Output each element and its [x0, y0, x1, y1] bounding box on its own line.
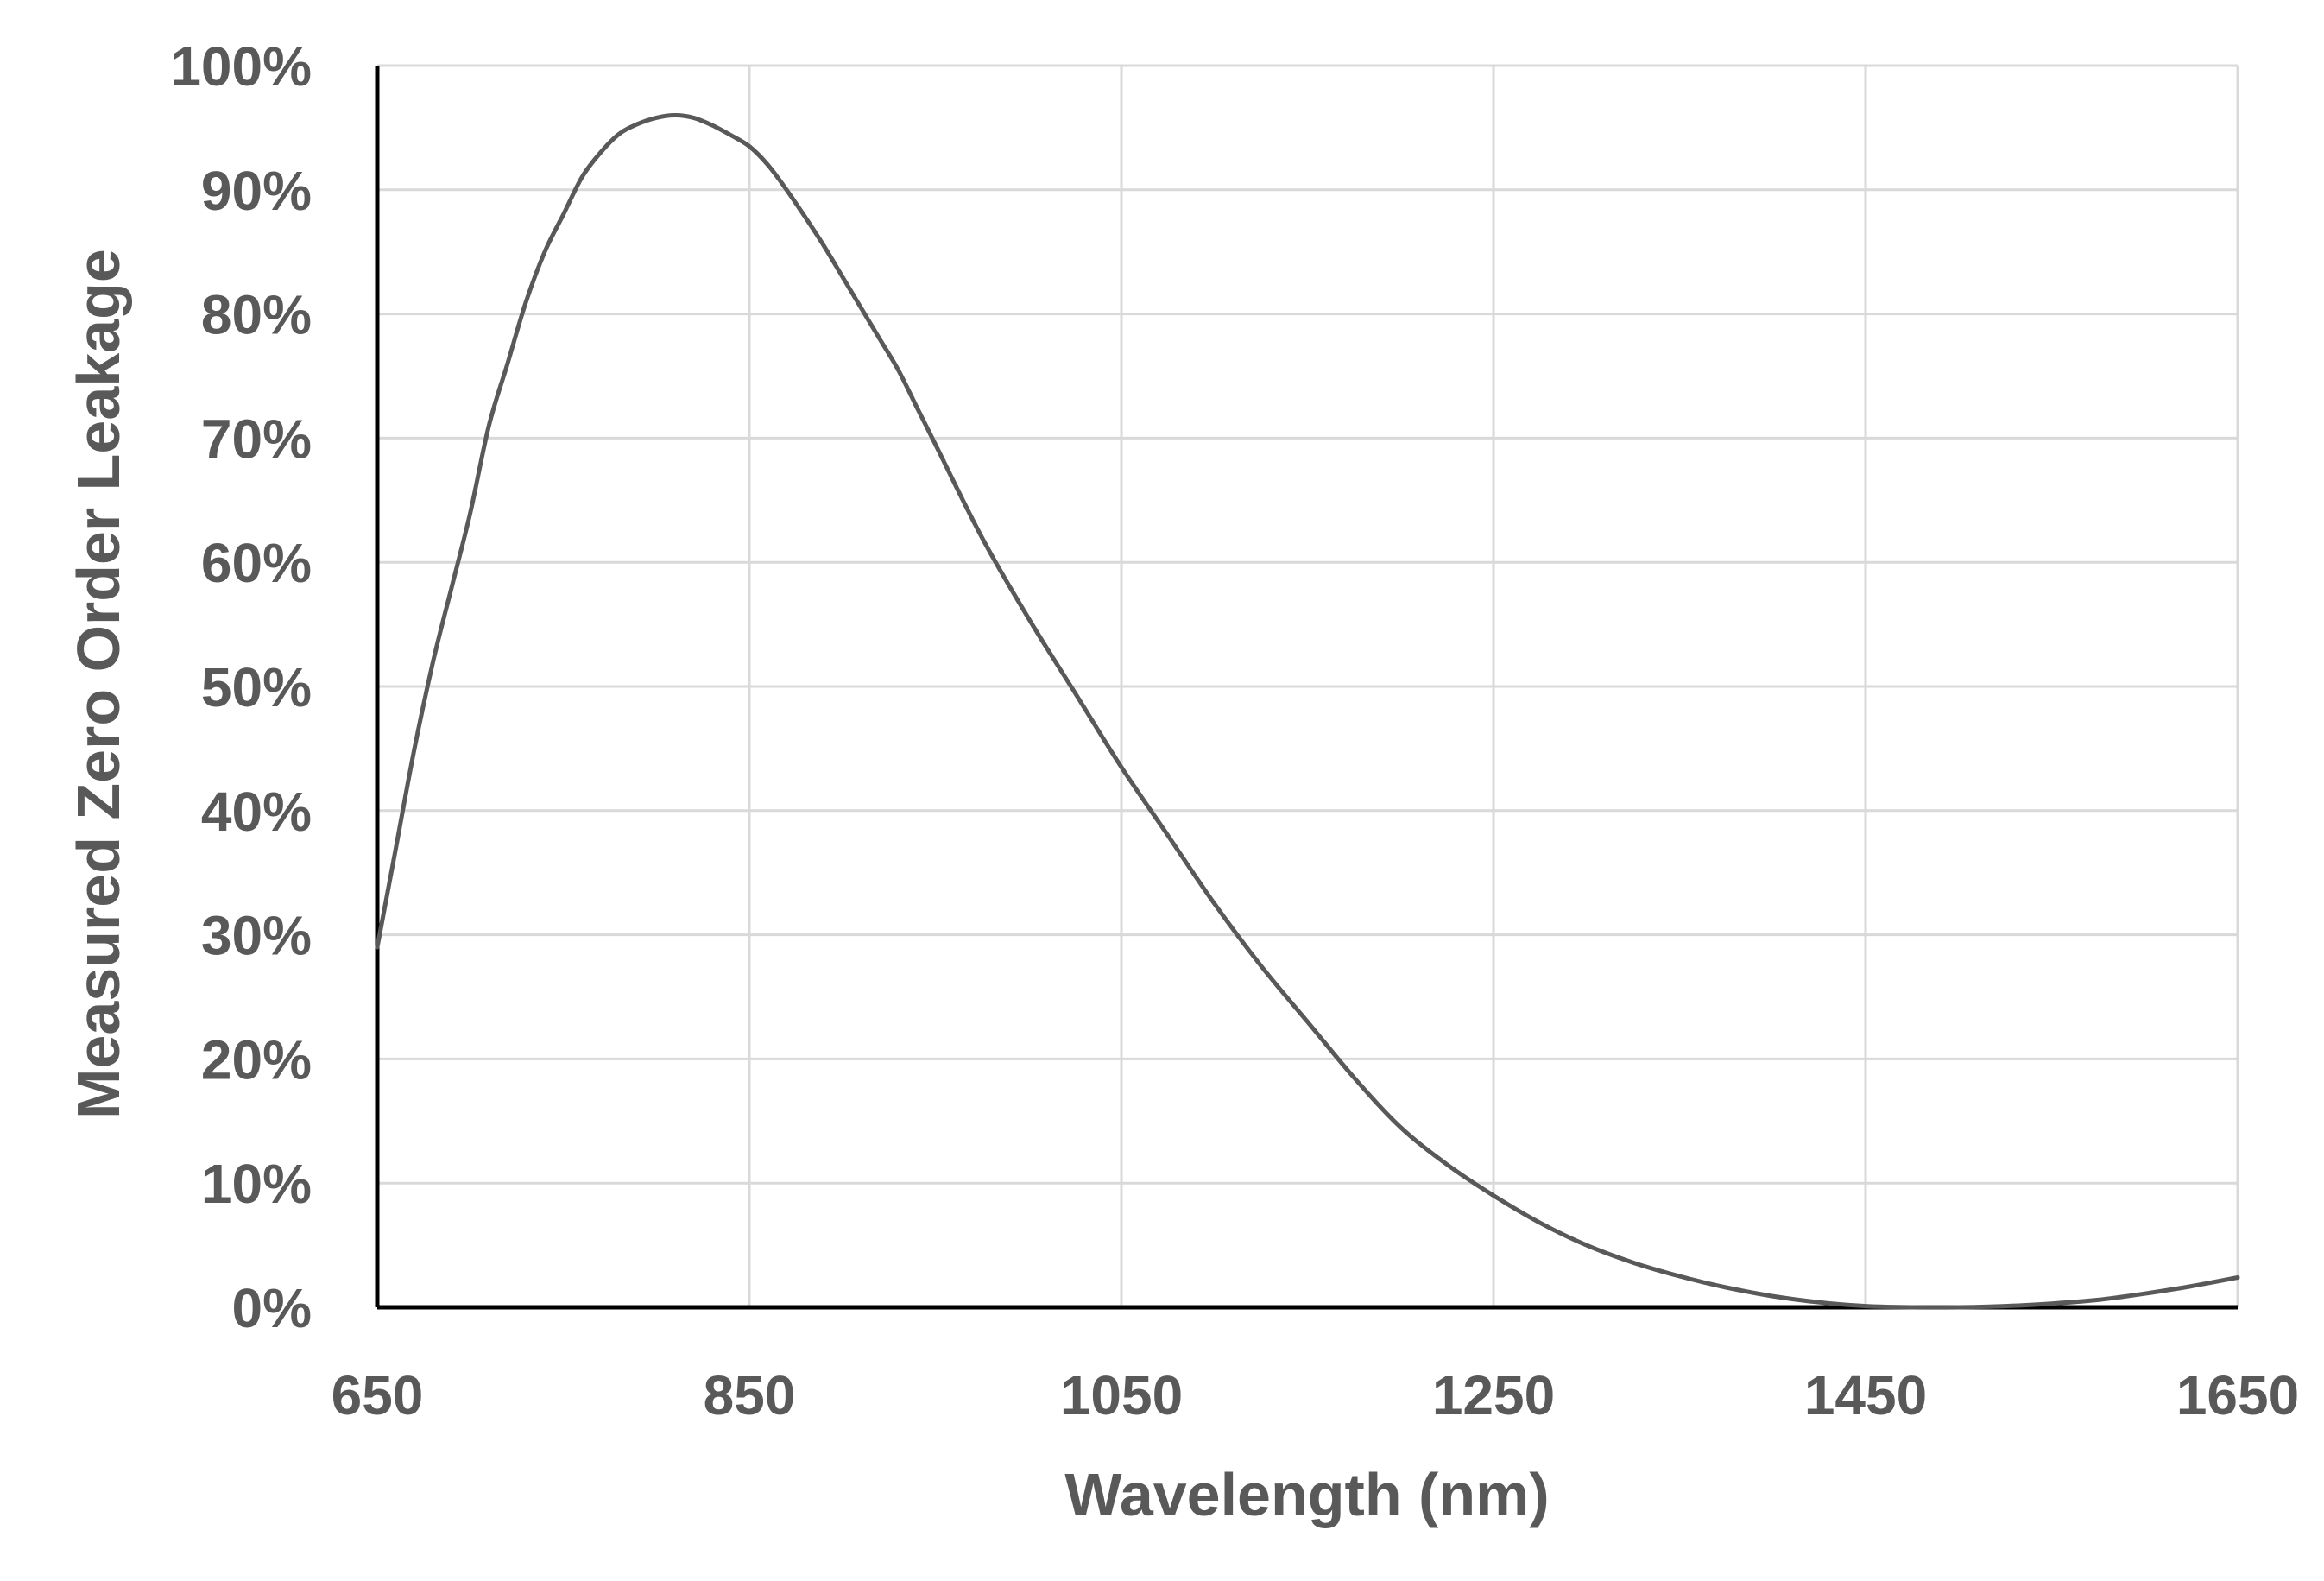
y-tick-label: 90% — [201, 160, 312, 222]
y-tick-label: 80% — [201, 284, 312, 346]
series-line — [375, 113, 2240, 1310]
x-tick-label: 1250 — [1432, 1364, 1555, 1426]
y-tick-label: 60% — [201, 532, 312, 594]
x-tick-label: 850 — [704, 1364, 796, 1426]
x-tick-label: 1650 — [2176, 1364, 2299, 1426]
y-tick-label: 20% — [201, 1028, 312, 1091]
y-tick-label: 50% — [201, 656, 312, 718]
tick-labels: 0% 10% 20% 30% 40% 50% 60% 70% 80% 90% 100% 650 850 1… — [170, 35, 2299, 1426]
y-tick-label: 40% — [201, 781, 312, 843]
y-tick-label: 70% — [201, 408, 312, 470]
x-axis-title: Wavelength (nm) — [1064, 1461, 1549, 1528]
series-layer — [375, 113, 2240, 1310]
x-tick-label: 1050 — [1060, 1364, 1183, 1426]
y-tick-label: 100% — [170, 35, 312, 98]
x-tick-label: 650 — [332, 1364, 424, 1426]
gridlines — [377, 64, 2239, 1307]
x-tick-label: 1450 — [1804, 1364, 1927, 1426]
y-tick-label: 0% — [232, 1277, 313, 1339]
y-axis-title: Measured Zero Order Leakage — [65, 249, 132, 1119]
y-tick-label: 30% — [201, 905, 312, 967]
y-tick-label: 10% — [201, 1153, 312, 1215]
